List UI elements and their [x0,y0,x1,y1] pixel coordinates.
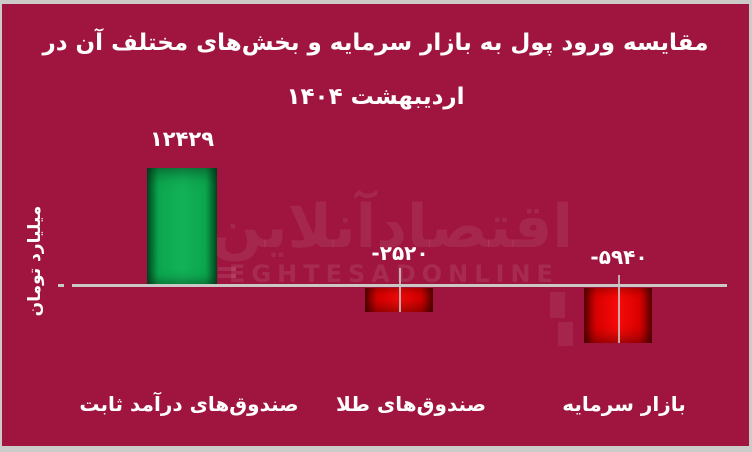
bar-fixed-income-funds [147,168,217,284]
watermark-equals-mark [218,267,236,278]
category-label-capital-market: بازار سرمایه [562,392,686,416]
category-label-fixed-income-funds: صندوق‌های درآمد ثابت [79,392,299,416]
chart-title-line-1: مقایسه ورود پول به بازار سرمایه و بخش‌ها… [42,30,709,56]
y-axis-zero-tick [58,284,64,287]
category-label-gold-funds: صندوق‌های طلا [335,392,487,416]
chart-title-line-2: اردیبهشت ۱۴۰۴ [286,84,465,110]
watermark-logo-bar [550,292,565,318]
value-label: -۵۹۴۰ [590,245,648,269]
watermark-logo-bar [558,322,573,346]
leader-line [618,275,620,343]
chart-title: مقایسه ورود پول به بازار سرمایه و بخش‌ها… [2,26,749,134]
value-label: ۱۲۴۲۹ [149,127,215,151]
value-label: -۲۵۲۰ [371,241,429,265]
y-axis-label: میلیارد تومان [25,205,45,317]
leader-line [399,268,401,312]
